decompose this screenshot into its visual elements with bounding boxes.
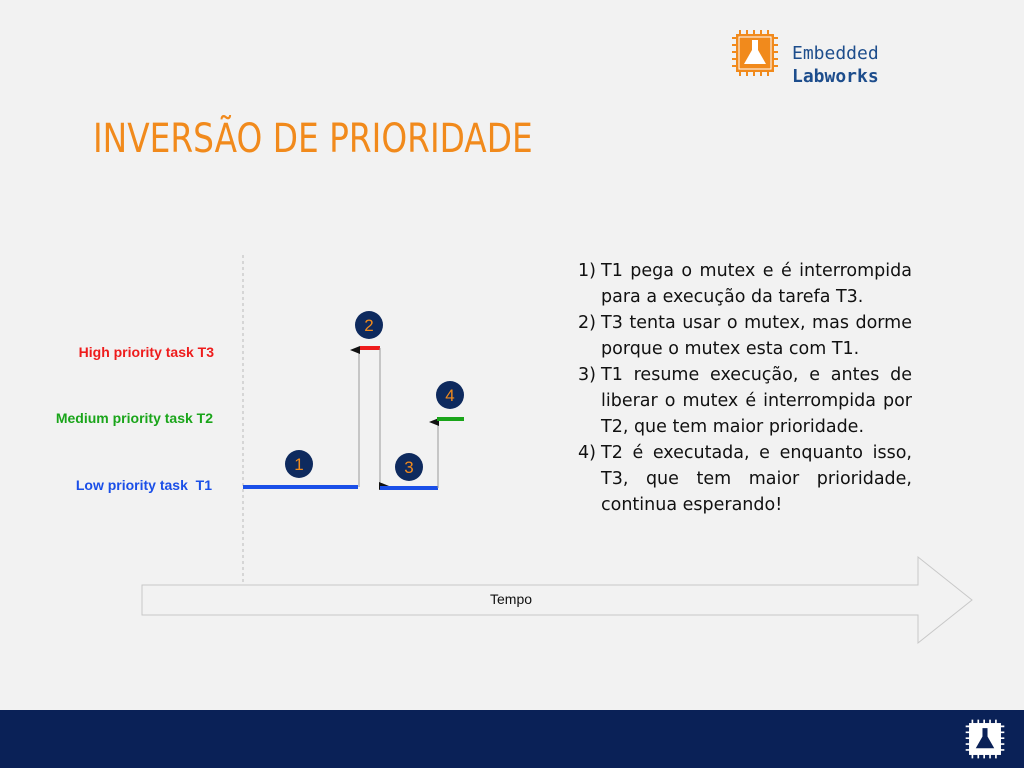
item-text: T1 pega o mutex e é interrompida para a … xyxy=(601,261,912,307)
logo xyxy=(730,28,780,78)
item-text: T1 resume execução, e antes de liberar o… xyxy=(601,365,912,437)
item-text: T3 tenta usar o mutex, mas dorme porque … xyxy=(601,313,912,359)
svg-text:3: 3 xyxy=(404,458,413,477)
svg-text:1: 1 xyxy=(294,455,303,474)
logo-line1: Embedded xyxy=(792,43,879,64)
footer-bar xyxy=(0,710,1024,768)
logo-text: Embedded Labworks xyxy=(792,42,879,88)
list-item: 4) T2 é executada, e enquanto isso, T3, q… xyxy=(578,440,912,518)
step-badge-1: 1 xyxy=(285,450,313,478)
time-arrow xyxy=(141,555,973,645)
svg-text:2: 2 xyxy=(364,316,373,335)
step-badge-3: 3 xyxy=(395,453,423,481)
lane-label-low: Low priority task T1 xyxy=(75,477,212,493)
flask-chip-icon xyxy=(732,30,778,76)
step-badge-4: 4 xyxy=(436,381,464,409)
explanation-list: 1) T1 pega o mutex e é interrompida para … xyxy=(578,258,912,518)
list-item: 2) T3 tenta usar o mutex, mas dorme porqu… xyxy=(578,310,912,362)
footer-logo-icon xyxy=(965,719,1005,759)
item-text: T2 é executada, e enquanto isso, T3, que… xyxy=(601,443,912,515)
item-number: 3) xyxy=(578,365,596,385)
item-number: 1) xyxy=(578,261,596,281)
step-badge-2: 2 xyxy=(355,311,383,339)
logo-line2: Labworks xyxy=(792,66,879,87)
lane-label-medium: Medium priority task T2 xyxy=(55,410,213,426)
list-item: 3) T1 resume execução, e antes de liberar… xyxy=(578,362,912,440)
lane-label-high: High priority task T3 xyxy=(78,344,214,360)
item-number: 4) xyxy=(578,443,596,463)
item-number: 2) xyxy=(578,313,596,333)
page-title: INVERSÃO DE PRIORIDADE xyxy=(93,116,533,162)
timeline-diagram: 1 2 3 4 xyxy=(141,255,973,645)
svg-text:4: 4 xyxy=(445,386,454,405)
list-item: 1) T1 pega o mutex e é interrompida para … xyxy=(578,258,912,310)
time-axis-label: Tempo xyxy=(490,591,533,607)
